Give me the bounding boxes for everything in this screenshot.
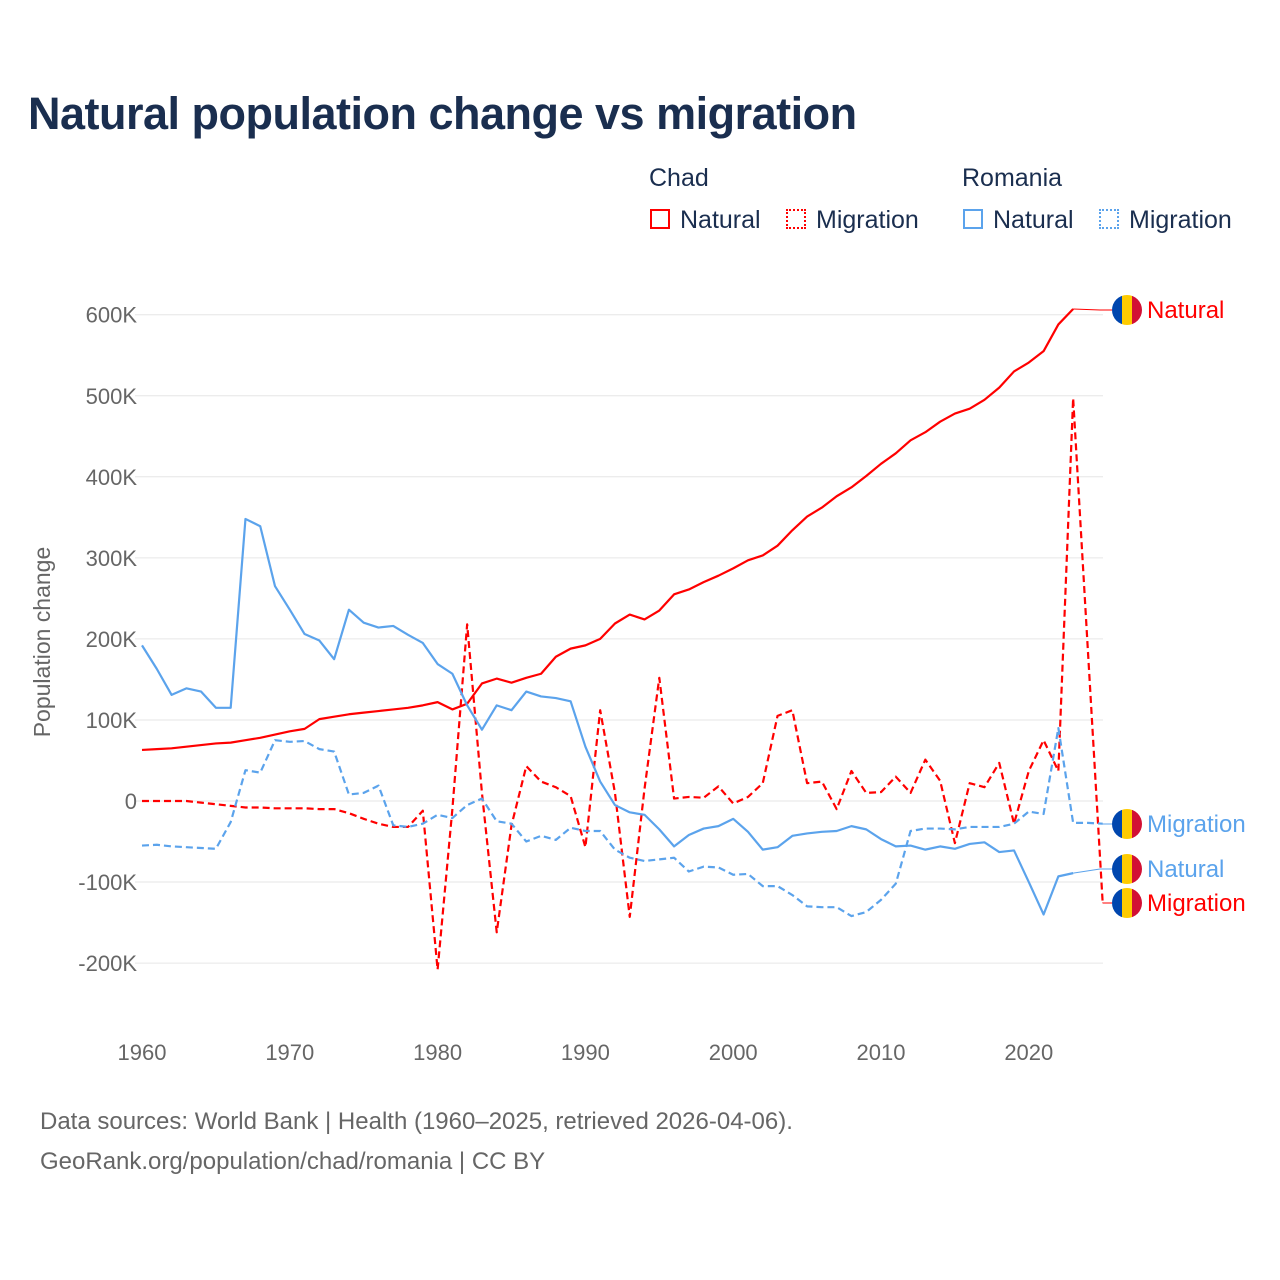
chart-title: Natural population change vs migration xyxy=(28,88,857,139)
flag-icon xyxy=(1112,295,1122,325)
flag-icon xyxy=(1122,295,1132,325)
legend-swatch-romania-migration xyxy=(1099,209,1119,229)
flag-icon xyxy=(1132,854,1142,884)
flag-icon xyxy=(1112,888,1122,918)
x-tick-label: 1960 xyxy=(118,1040,167,1065)
flag-icon xyxy=(1112,854,1122,884)
flag-icon xyxy=(1132,809,1142,839)
x-tick-label: 2000 xyxy=(709,1040,758,1065)
source-url[interactable]: GeoRank.org/population/chad/romania | CC… xyxy=(40,1148,546,1175)
series-line-romania-migration xyxy=(141,726,1103,918)
series-line-romania-natural xyxy=(141,517,1074,916)
x-tick-label: 1980 xyxy=(413,1040,462,1065)
y-tick-label: 0 xyxy=(125,789,137,814)
flag-icon xyxy=(1122,809,1132,839)
x-tick-label: 1970 xyxy=(265,1040,314,1065)
x-tick-label: 2020 xyxy=(1004,1040,1053,1065)
flag-icon xyxy=(1122,888,1132,918)
legend-item-romania-migration[interactable]: Migration xyxy=(1129,206,1232,234)
label-connector xyxy=(1073,868,1112,874)
label-connector xyxy=(1073,308,1112,311)
y-tick-label: 600K xyxy=(86,303,138,328)
legend-item-chad-migration[interactable]: Migration xyxy=(816,206,919,234)
legend-group-romania: Romania xyxy=(962,164,1063,192)
legend-swatch-romania-natural xyxy=(963,209,983,229)
legend-item-romania-natural[interactable]: Natural xyxy=(993,206,1074,234)
y-tick-label: -100K xyxy=(78,870,137,895)
x-tick-label: 2010 xyxy=(857,1040,906,1065)
series-end-label: Natural xyxy=(1147,856,1224,883)
series-end-label: Migration xyxy=(1147,890,1246,917)
legend-swatch-chad-natural xyxy=(650,209,670,229)
y-tick-label: 400K xyxy=(86,465,138,490)
flag-icon xyxy=(1132,888,1142,918)
series-line-chad-migration xyxy=(142,397,1104,971)
legend-swatch-chad-migration xyxy=(786,209,806,229)
legend-item-chad-natural[interactable]: Natural xyxy=(680,206,761,234)
y-tick-label: 300K xyxy=(86,546,138,571)
series-line-chad-natural xyxy=(141,308,1074,752)
series-end-label: Natural xyxy=(1147,297,1224,324)
y-tick-label: 500K xyxy=(86,384,138,409)
y-axis-label: Population change xyxy=(29,547,55,738)
flag-icon xyxy=(1112,809,1122,839)
y-tick-label: 200K xyxy=(86,627,138,652)
source-text: Data sources: World Bank | Health (1960–… xyxy=(40,1108,793,1135)
legend-group-chad: Chad xyxy=(649,164,709,192)
y-tick-label: 100K xyxy=(86,708,138,733)
x-tick-label: 1990 xyxy=(561,1040,610,1065)
flag-icon xyxy=(1122,854,1132,884)
flag-icon xyxy=(1132,295,1142,325)
series-end-label: Migration xyxy=(1147,811,1246,838)
y-tick-label: -200K xyxy=(78,951,137,976)
